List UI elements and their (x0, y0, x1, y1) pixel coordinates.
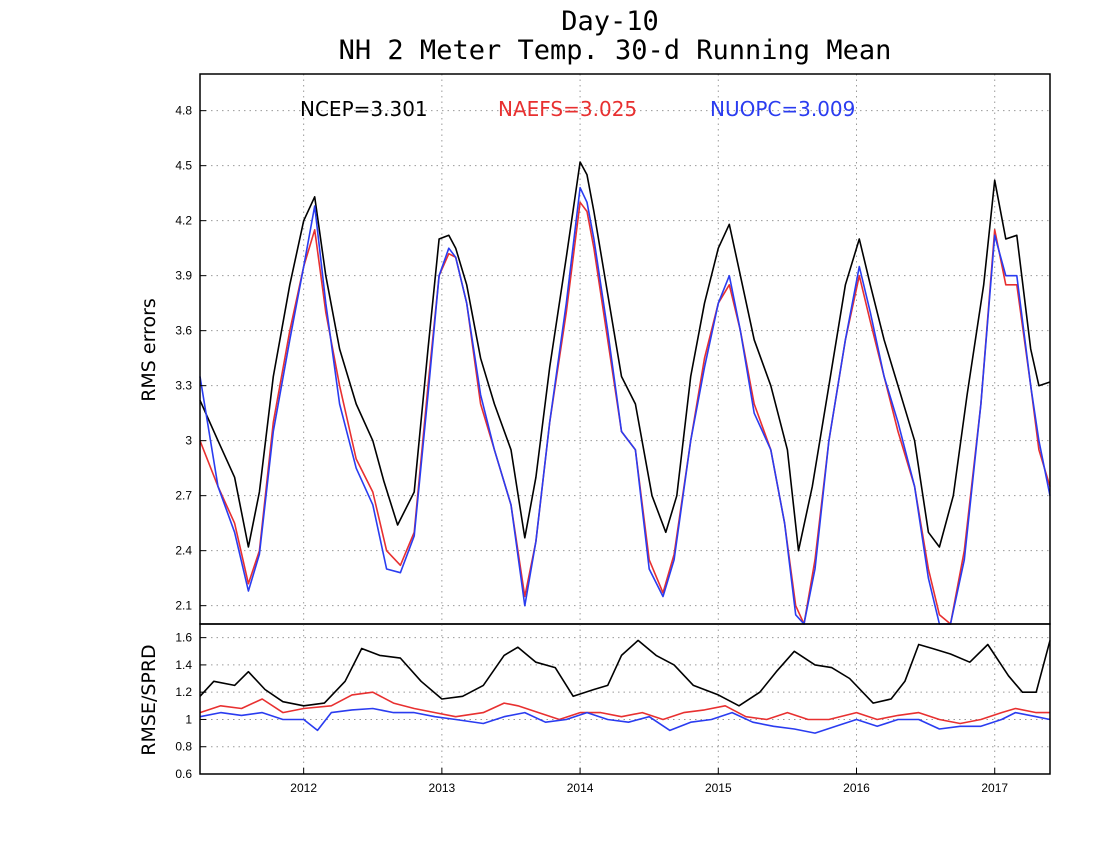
x-tick-label: 2015 (705, 781, 732, 795)
bot-y-tick-label: 1.2 (175, 685, 192, 699)
x-tick-label: 2016 (843, 781, 870, 795)
bottom-series-group (199, 639, 1051, 734)
top-y-tick-label: 4.5 (175, 159, 192, 173)
bottom-y-ticks: 0.6 0.8 1 1.2 1.4 1.6 (175, 631, 206, 781)
series-line-nuopc-top (199, 186, 1051, 625)
score-label-0: NCEP=3.301 (300, 97, 428, 121)
top-y-tick-label: 4.2 (175, 214, 192, 228)
top-y-axis-label: RMS errors (138, 298, 160, 402)
bottom-gridlines (200, 624, 1050, 774)
bot-y-tick-label: 0.6 (175, 767, 192, 781)
top-y-tick-label: 2.4 (175, 544, 192, 558)
bot-y-tick-label: 0.8 (175, 740, 192, 754)
x-tick-label: 2017 (981, 781, 1008, 795)
rms-errors-panel: 2.12.42.733.33.63.94.24.54.8 NCEP=3.301 N… (138, 73, 1051, 625)
bottom-y-axis-label: RMSE/SPRD (138, 644, 160, 755)
bot-y-tick-label: 1.6 (175, 631, 192, 645)
series-line-ncep-top (199, 161, 1051, 552)
series-line-naefs-top (199, 201, 1051, 625)
score-label-1: NAEFS=3.025 (498, 97, 637, 121)
rmse-sprd-panel: 0.60.811.21.41.6 2012 2013 2014 2015 2016 201… (138, 623, 1051, 795)
series-line-ncep-bot (199, 639, 1051, 707)
top-y-tick-label: 2.1 (175, 599, 192, 613)
bot-y-tick-label: 1.4 (175, 658, 192, 672)
top-y-tick-label: 3.9 (175, 269, 192, 283)
top-y-tick-label: 3 (185, 434, 192, 448)
top-y-ticks: 2.1 2.4 2.7 3 3.3 3.6 3.9 4.2 4.5 4.8 (175, 104, 206, 613)
chart-subtitle: NH 2 Meter Temp. 30-d Running Mean (339, 35, 892, 66)
bot-y-tick-label: 1 (185, 712, 192, 726)
top-y-tick-label: 3.3 (175, 379, 192, 393)
series-line-nuopc-bot (199, 707, 1051, 734)
score-label-2: NUOPC=3.009 (710, 97, 855, 121)
x-tick-label: 2013 (429, 781, 456, 795)
top-gridlines (200, 74, 1050, 624)
top-y-tick-label: 4.8 (175, 104, 192, 118)
top-y-tick-label: 3.6 (175, 324, 192, 338)
chart-title: Day-10 (561, 6, 659, 37)
x-tick-label: 2012 (290, 781, 317, 795)
score-legend: NCEP=3.301 NAEFS=3.025 NUOPC=3.009 (300, 97, 855, 121)
x-tick-label: 2014 (567, 781, 594, 795)
top-series-group (199, 161, 1051, 625)
x-axis-ticks: 2012 2013 2014 2015 2016 2017 (290, 768, 1008, 795)
series-line-naefs-bot (199, 691, 1050, 725)
top-y-tick-label: 2.7 (175, 489, 192, 503)
bottom-plot-frame (199, 623, 1051, 775)
